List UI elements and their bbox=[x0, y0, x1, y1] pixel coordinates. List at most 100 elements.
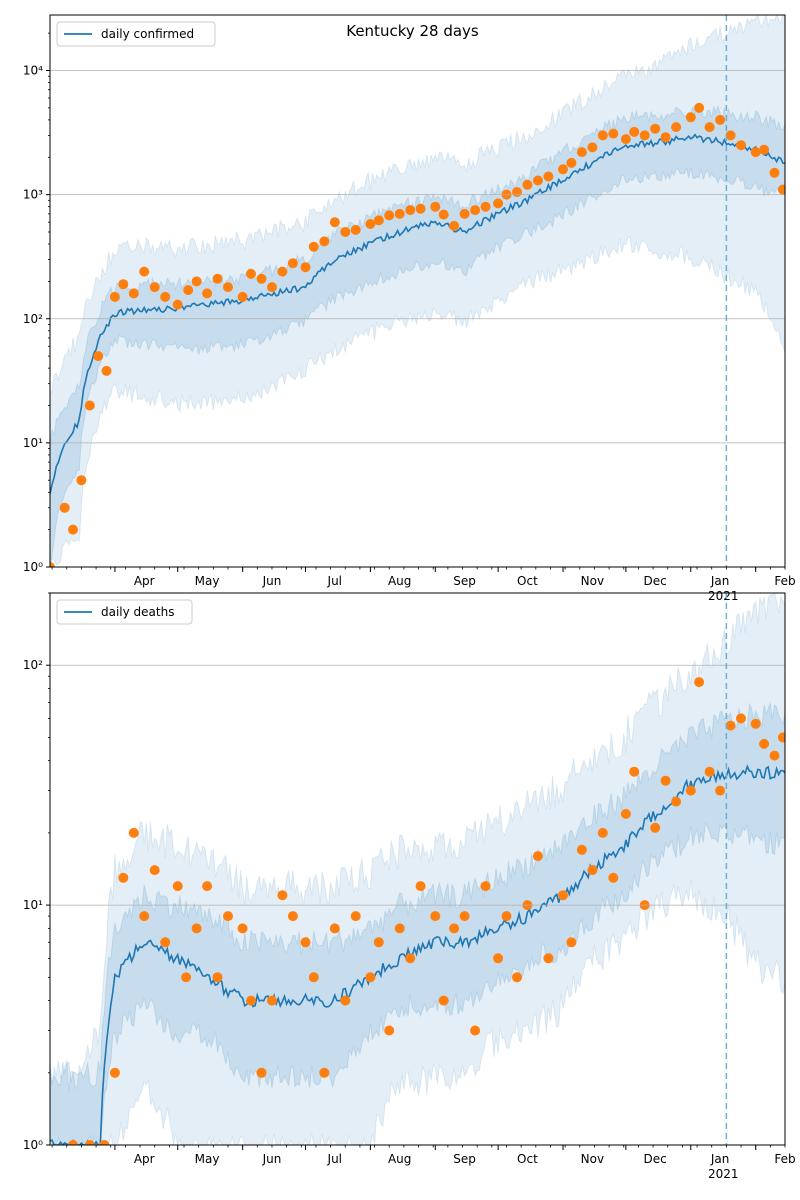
observed-point bbox=[543, 953, 554, 964]
observed-point bbox=[139, 911, 150, 922]
observed-point bbox=[149, 865, 160, 876]
observed-point bbox=[191, 923, 202, 934]
legend-box bbox=[56, 21, 216, 47]
observed-point bbox=[373, 215, 384, 226]
plot-area bbox=[50, 15, 785, 567]
observed-point bbox=[725, 130, 736, 141]
observed-point bbox=[139, 266, 150, 277]
x-year-label: 2021 bbox=[708, 1167, 739, 1181]
y-tick-label: 10⁰ bbox=[23, 1138, 43, 1152]
observed-point bbox=[480, 201, 491, 212]
observed-point bbox=[350, 911, 361, 922]
observed-point bbox=[50, 562, 55, 567]
x-tick-label: Nov bbox=[581, 1152, 604, 1166]
observed-point bbox=[759, 144, 770, 155]
observed-point bbox=[319, 236, 330, 247]
observed-point bbox=[287, 911, 298, 922]
observed-point bbox=[101, 365, 112, 376]
observed-point bbox=[256, 1067, 267, 1078]
observed-point bbox=[769, 750, 780, 761]
observed-point bbox=[118, 279, 129, 290]
observed-point bbox=[759, 738, 770, 749]
observed-point bbox=[597, 130, 608, 141]
observed-point bbox=[308, 241, 319, 252]
band-outer bbox=[50, 593, 785, 1145]
x-tick-label: Dec bbox=[644, 574, 667, 588]
observed-point bbox=[223, 911, 233, 922]
observed-point bbox=[694, 102, 705, 113]
observed-point bbox=[109, 291, 120, 302]
x-tick-label: Oct bbox=[517, 574, 538, 588]
legend-label: daily confirmed bbox=[101, 27, 194, 41]
observed-point bbox=[237, 291, 248, 302]
x-tick-label: Dec bbox=[644, 1152, 667, 1166]
x-tick-label: Jan bbox=[710, 574, 730, 588]
observed-point bbox=[501, 911, 512, 922]
observed-point bbox=[202, 288, 213, 299]
observed-point bbox=[512, 972, 522, 983]
observed-point bbox=[149, 282, 160, 293]
observed-point bbox=[459, 208, 470, 219]
observed-point bbox=[671, 796, 682, 807]
observed-point bbox=[109, 1067, 120, 1078]
x-tick-label: Jul bbox=[327, 574, 342, 588]
x-tick-label: Oct bbox=[517, 1152, 538, 1166]
observed-point bbox=[715, 785, 726, 796]
observed-point bbox=[449, 923, 460, 934]
observed-point bbox=[128, 827, 139, 838]
observed-point bbox=[750, 147, 761, 158]
observed-point bbox=[172, 299, 183, 310]
observed-point bbox=[212, 273, 223, 284]
observed-point bbox=[736, 140, 746, 151]
observed-point bbox=[587, 142, 598, 153]
observed-point bbox=[340, 995, 351, 1006]
x-tick-label: Jul bbox=[327, 1152, 342, 1166]
observed-point bbox=[128, 288, 139, 299]
observed-point bbox=[576, 147, 587, 158]
median-line bbox=[50, 764, 785, 1145]
x-year-label: 2021 bbox=[708, 589, 739, 603]
observed-point bbox=[597, 827, 608, 838]
observed-point bbox=[84, 400, 95, 411]
observed-point bbox=[59, 502, 70, 513]
observed-point bbox=[532, 851, 543, 862]
observed-point bbox=[430, 911, 441, 922]
observed-point bbox=[68, 524, 78, 535]
observed-point bbox=[340, 227, 351, 237]
x-tick-label: Aug bbox=[388, 1152, 411, 1166]
observed-point bbox=[319, 1067, 330, 1078]
y-tick-label: 10² bbox=[23, 658, 43, 672]
observed-point bbox=[470, 205, 481, 216]
band-outer bbox=[50, 15, 785, 567]
observed-point bbox=[660, 775, 671, 786]
observed-point bbox=[576, 844, 587, 855]
x-tick-label: Jan bbox=[710, 1152, 730, 1166]
observed-point bbox=[750, 718, 761, 729]
observed-point bbox=[277, 890, 288, 901]
observed-point bbox=[438, 995, 449, 1006]
x-tick-label: Feb bbox=[774, 574, 795, 588]
chart-panel-1: 10⁰ 10¹ 10² 10³ 10⁴ Apr May Jun Jul Aug Sep Oct Nov D… bbox=[23, 14, 796, 603]
observed-point bbox=[76, 475, 87, 486]
observed-point bbox=[650, 123, 661, 134]
observed-point bbox=[405, 205, 416, 216]
observed-point bbox=[256, 273, 267, 284]
observed-point bbox=[237, 923, 248, 934]
observed-point bbox=[160, 937, 171, 948]
observed-point bbox=[246, 995, 256, 1006]
observed-point bbox=[365, 972, 376, 983]
observed-point bbox=[620, 134, 631, 145]
observed-point bbox=[384, 210, 395, 221]
chart-panel-2: 10⁰ 10¹ 10² Apr May Jun Jul Aug Sep Oct Nov Dec Jan F… bbox=[23, 592, 796, 1181]
x-tick-label: Sep bbox=[453, 1152, 476, 1166]
legend-box bbox=[56, 599, 193, 625]
observed-point bbox=[558, 890, 568, 901]
axes-frame bbox=[49, 14, 786, 568]
observed-point bbox=[671, 122, 682, 133]
observed-point bbox=[566, 937, 577, 948]
observed-point bbox=[543, 171, 554, 182]
observed-point bbox=[470, 1025, 481, 1036]
observed-point bbox=[405, 953, 416, 964]
plot-area bbox=[50, 593, 785, 1145]
